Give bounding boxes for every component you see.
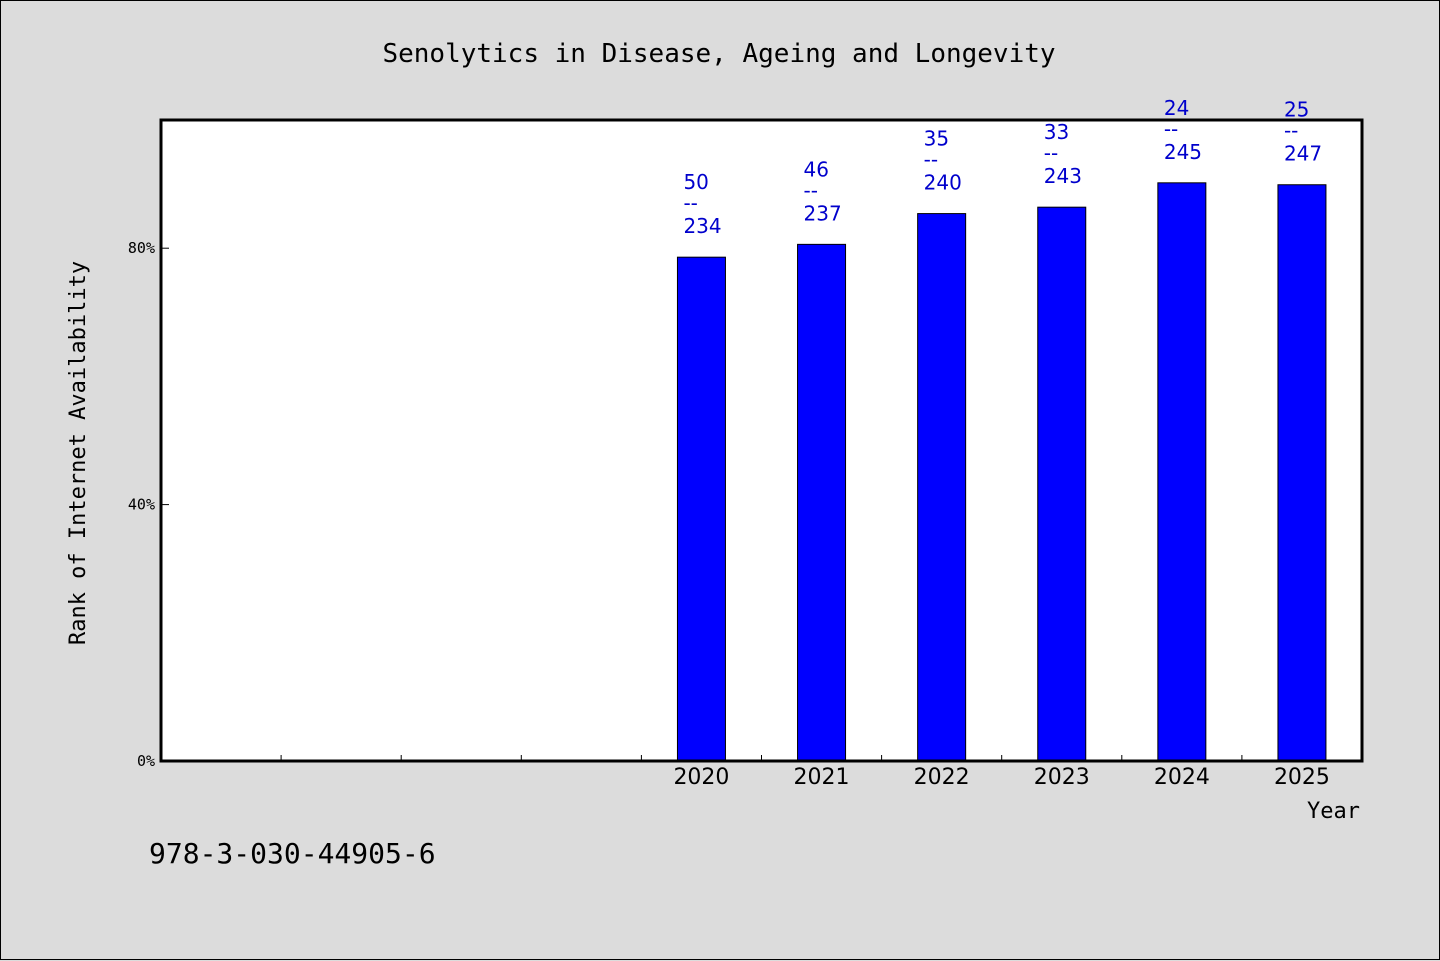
bar-label-total-2021: 237 xyxy=(804,201,842,225)
bar-2020 xyxy=(676,256,726,762)
bar-label-sep-2021: -- xyxy=(804,178,818,202)
bar-label-total-2022: 240 xyxy=(924,171,962,195)
bar-2024 xyxy=(1157,182,1207,762)
bar-label-rank-2022: 35 xyxy=(924,127,949,151)
bar-2021 xyxy=(797,243,847,762)
bar-label-rank-2020: 50 xyxy=(683,170,708,194)
x-tick-label-2025: 2025 xyxy=(1274,765,1330,790)
x-tick-label-2020: 2020 xyxy=(673,765,729,790)
y-tick-label-1: 40% xyxy=(128,496,155,514)
chart-marks: 0%40%80%202050--234202146--237202235--24… xyxy=(128,96,1330,790)
isbn-footer: 978-3-030-44905-6 xyxy=(149,837,436,870)
x-tick-label-2023: 2023 xyxy=(1034,765,1090,790)
plot-border xyxy=(159,118,1364,763)
bar-label-total-2023: 243 xyxy=(1044,164,1082,188)
chart-title: Senolytics in Disease, Ageing and Longev… xyxy=(382,39,1055,69)
y-tick-label-2: 80% xyxy=(128,239,155,257)
bar-2025 xyxy=(1277,184,1327,762)
bar-label-sep-2022: -- xyxy=(924,148,938,172)
bar-label-sep-2023: -- xyxy=(1044,141,1058,165)
bar-label-sep-2020: -- xyxy=(683,191,697,215)
bar-label-total-2024: 245 xyxy=(1164,140,1202,164)
bar-2023 xyxy=(1037,206,1087,762)
bar-label-sep-2025: -- xyxy=(1284,119,1298,143)
x-tick-label-2021: 2021 xyxy=(794,765,850,790)
bar-2022 xyxy=(917,213,967,762)
bar-label-rank-2021: 46 xyxy=(804,157,829,181)
x-axis-label: Year xyxy=(1307,799,1360,824)
x-tick-label-2024: 2024 xyxy=(1154,765,1210,790)
bar-label-total-2020: 234 xyxy=(683,214,721,238)
y-tick-label-0: 0% xyxy=(137,752,155,770)
bar-label-rank-2023: 33 xyxy=(1044,120,1069,144)
bar-label-rank-2024: 24 xyxy=(1164,96,1189,120)
x-tick-label-2022: 2022 xyxy=(914,765,970,790)
bar-label-sep-2024: -- xyxy=(1164,117,1178,141)
bar-label-rank-2025: 25 xyxy=(1284,98,1309,122)
bar-label-total-2025: 247 xyxy=(1284,142,1322,166)
y-axis-label: Rank of Internet Availability xyxy=(66,261,91,645)
